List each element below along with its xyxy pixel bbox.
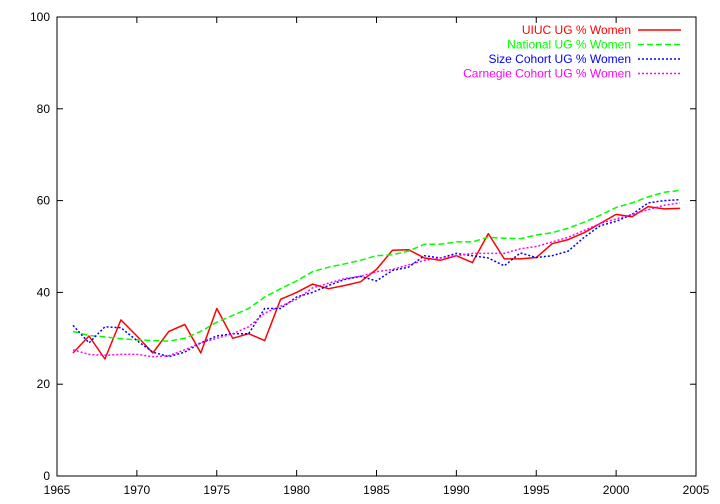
y-tick-label: 60 <box>37 194 51 208</box>
x-tick-label: 2000 <box>603 483 630 497</box>
x-tick-label: 1995 <box>523 483 550 497</box>
series-line <box>72 205 681 360</box>
series-line <box>72 198 681 358</box>
x-tick-label: 2005 <box>683 483 710 497</box>
x-tick-label: 1965 <box>44 483 71 497</box>
legend-label: Size Cohort UG % Women <box>489 52 632 66</box>
legend-label: National UG % Women <box>507 38 631 52</box>
x-tick-label: 1970 <box>124 483 151 497</box>
legend-label: Carnegie Cohort UG % Women <box>463 67 631 81</box>
axis-ticks: 1965 1970 1975 1980 1985 1990 1995 2000 2005 0 20 4… <box>30 10 710 497</box>
x-tick-label: 1980 <box>283 483 310 497</box>
y-tick-label: 100 <box>30 10 50 24</box>
x-tick-label: 1990 <box>443 483 470 497</box>
series-line <box>72 202 681 358</box>
series-line <box>72 189 681 342</box>
plot-frame <box>56 16 697 477</box>
series-lines <box>72 189 681 360</box>
y-tick-label: 20 <box>37 377 51 391</box>
y-tick-label: 80 <box>37 102 51 116</box>
x-tick-label: 1985 <box>363 483 390 497</box>
legend-label: UIUC UG % Women <box>522 23 631 37</box>
y-tick-label: 0 <box>43 469 50 483</box>
x-tick-label: 1975 <box>203 483 230 497</box>
y-tick-label: 40 <box>37 285 51 299</box>
